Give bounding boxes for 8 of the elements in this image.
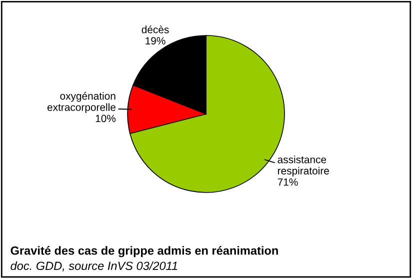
data-label: 71% [278, 178, 298, 186]
text: Gravité des cas de grippe admis en réanimation [10, 246, 278, 258]
text: doc. GDD, source InVS 03/2011 [10, 261, 178, 272]
slice-label: assistance respiratoire [278, 156, 329, 177]
data-label: 19% [146, 37, 166, 44]
slice-label: oxygénation extracorporelle [47, 92, 116, 113]
data-label: 10% [96, 114, 116, 122]
slice-label: décès [142, 26, 169, 34]
